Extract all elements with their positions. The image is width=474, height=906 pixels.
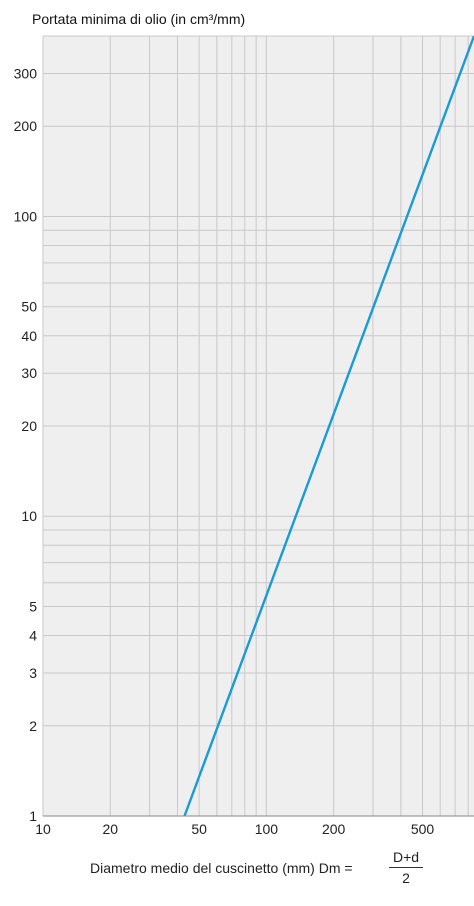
series-line-1 <box>183 35 474 817</box>
y-tick-label: 4 <box>29 628 37 644</box>
formula-numerator: D+d <box>392 849 420 865</box>
x-tick-label: 500 <box>411 821 435 837</box>
y-tick-label: 100 <box>14 208 38 224</box>
y-tick-label: 50 <box>21 299 37 315</box>
y-tick-label: 10 <box>21 508 37 524</box>
y-tick-label: 40 <box>21 328 37 344</box>
y-tick-label: 5 <box>29 598 37 614</box>
series-layer <box>183 35 474 817</box>
x-tick-label: 50 <box>191 821 207 837</box>
chart-title: Portata minima di olio (in cm³/mm) <box>32 11 246 27</box>
y-tick-label: 3 <box>29 665 37 681</box>
y-tick-label: 30 <box>21 365 37 381</box>
y-tick-label: 300 <box>14 65 38 81</box>
x-gridlines <box>42 36 469 816</box>
formula-denominator: 2 <box>402 870 410 886</box>
x-tick-labels: 10 20 50 100 200 500 <box>35 821 434 837</box>
x-axis-label-text: Diametro medio del cuscinetto (mm) Dm = <box>90 860 353 876</box>
fraction-bar <box>389 867 423 868</box>
y-gridlines <box>43 35 474 727</box>
x-tick-label: 100 <box>255 821 279 837</box>
y-tick-label: 1 <box>29 808 37 824</box>
y-tick-labels: 1 2 3 4 5 10 20 30 40 50 100 200 300 <box>14 65 38 824</box>
y-tick-label: 200 <box>14 118 38 134</box>
x-tick-label: 200 <box>322 821 346 837</box>
x-tick-label: 20 <box>102 821 118 837</box>
x-axis-label: Diametro medio del cuscinetto (mm) Dm = … <box>0 848 474 898</box>
y-tick-label: 2 <box>29 718 37 734</box>
x-tick-label: 10 <box>35 821 51 837</box>
dm-formula: D+d 2 <box>389 848 423 887</box>
y-tick-label: 20 <box>21 418 37 434</box>
